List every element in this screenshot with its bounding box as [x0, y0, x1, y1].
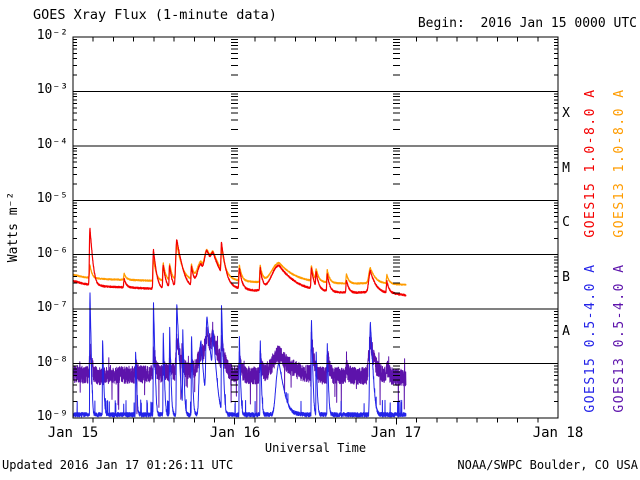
begin-timestamp: Begin: 2016 Jan 15 0000 UTC [417, 16, 637, 31]
series-short15 [72, 292, 407, 418]
y-tick-1e-7: 10⁻⁷ [36, 300, 68, 315]
legend-goes15-long: GOES15 1.0-8.0 A [582, 88, 598, 238]
x-axis-label: Universal Time [264, 441, 367, 455]
source-credit: NOAA/SWPC Boulder, CO USA [457, 458, 638, 472]
y-tick-1e-5: 10⁻⁵ [36, 191, 68, 206]
y-tick-1e-9: 10⁻⁹ [36, 409, 68, 424]
decade-gridlines [73, 90, 558, 365]
minor-ticks [73, 39, 558, 403]
updated-timestamp: Updated 2016 Jan 17 01:26:11 UTC [2, 458, 234, 472]
legend-goes13-long: GOES13 1.0-8.0 A [611, 88, 627, 238]
x-tick-jan18: Jan 18 [532, 425, 584, 441]
legend-goes13-short: GOES13 0.5-4.0 A [611, 263, 627, 413]
page-title: GOES Xray Flux (1-minute data) [33, 7, 277, 23]
x-tick-jan17: Jan 17 [370, 425, 422, 441]
y-tick-1e-6: 10⁻⁶ [36, 246, 68, 261]
plot-frame [72, 36, 559, 419]
flux-class-b: B [562, 270, 570, 285]
legend-goes15-short: GOES15 0.5-4.0 A [582, 263, 598, 413]
grid-layer [72, 36, 559, 425]
y-tick-1e-3: 10⁻³ [36, 82, 68, 97]
series-long15 [72, 227, 407, 297]
series-long13 [72, 244, 407, 286]
flux-class-m: M [562, 161, 570, 176]
y-axis-label: Watts m⁻² [5, 191, 21, 263]
flux-class-a: A [562, 324, 570, 339]
x-tick-jan15: Jan 15 [47, 425, 99, 441]
y-tick-1e-8: 10⁻⁸ [36, 355, 68, 370]
data-layer [72, 227, 407, 418]
x-tick-jan16: Jan 16 [209, 425, 261, 441]
y-tick-1e-4: 10⁻⁴ [36, 137, 68, 152]
flux-class-c: C [562, 215, 570, 230]
flux-class-x: X [562, 106, 570, 121]
y-tick-1e-2: 10⁻² [36, 28, 68, 43]
